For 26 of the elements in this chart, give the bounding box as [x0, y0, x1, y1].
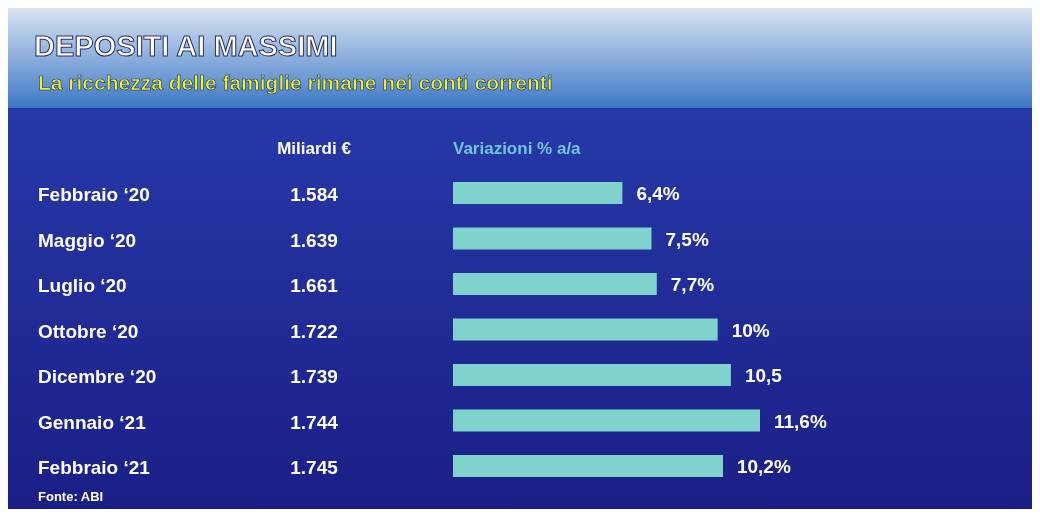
text: 1.744 — [290, 411, 339, 433]
data-label: 7,7% — [670, 274, 715, 295]
text: 1.639 — [290, 229, 338, 251]
chart-subtitle: La ricchezza delle famiglie rimane nei conti correnti — [38, 71, 553, 94]
data-label: 11,6% — [774, 410, 827, 432]
text: 1.584 — [290, 184, 339, 205]
y-tick-label: Ottobre ‘20 — [38, 320, 139, 342]
data-label: 10,5 — [744, 365, 783, 386]
source-note: Fonte: ABI — [38, 489, 104, 504]
data-label: 10,2% — [736, 456, 791, 477]
text: 1.661 — [290, 275, 339, 296]
data-label: 10% — [731, 319, 770, 341]
data-label: 7,5% — [665, 228, 709, 250]
text: 1.745 — [290, 457, 339, 478]
y-tick-label: Febbraio ‘20 — [38, 184, 150, 205]
data-label: 6,4% — [636, 183, 680, 204]
text: 1.739 — [290, 366, 338, 387]
y-tick-label: Luglio ‘20 — [38, 275, 127, 296]
y-tick-label: Febbraio ‘21 — [38, 457, 151, 478]
x-axis-title: Variazioni % a/a — [453, 139, 582, 158]
text: Miliardi € — [277, 139, 352, 158]
y-tick-label: Dicembre ‘20 — [38, 366, 157, 387]
y-tick-label: Maggio ‘20 — [38, 229, 137, 251]
text: 1.722 — [290, 320, 338, 342]
y-tick-label: Gennaio ‘21 — [38, 411, 147, 433]
text: DEPOSITI AI MASSIMI — [34, 30, 338, 62]
